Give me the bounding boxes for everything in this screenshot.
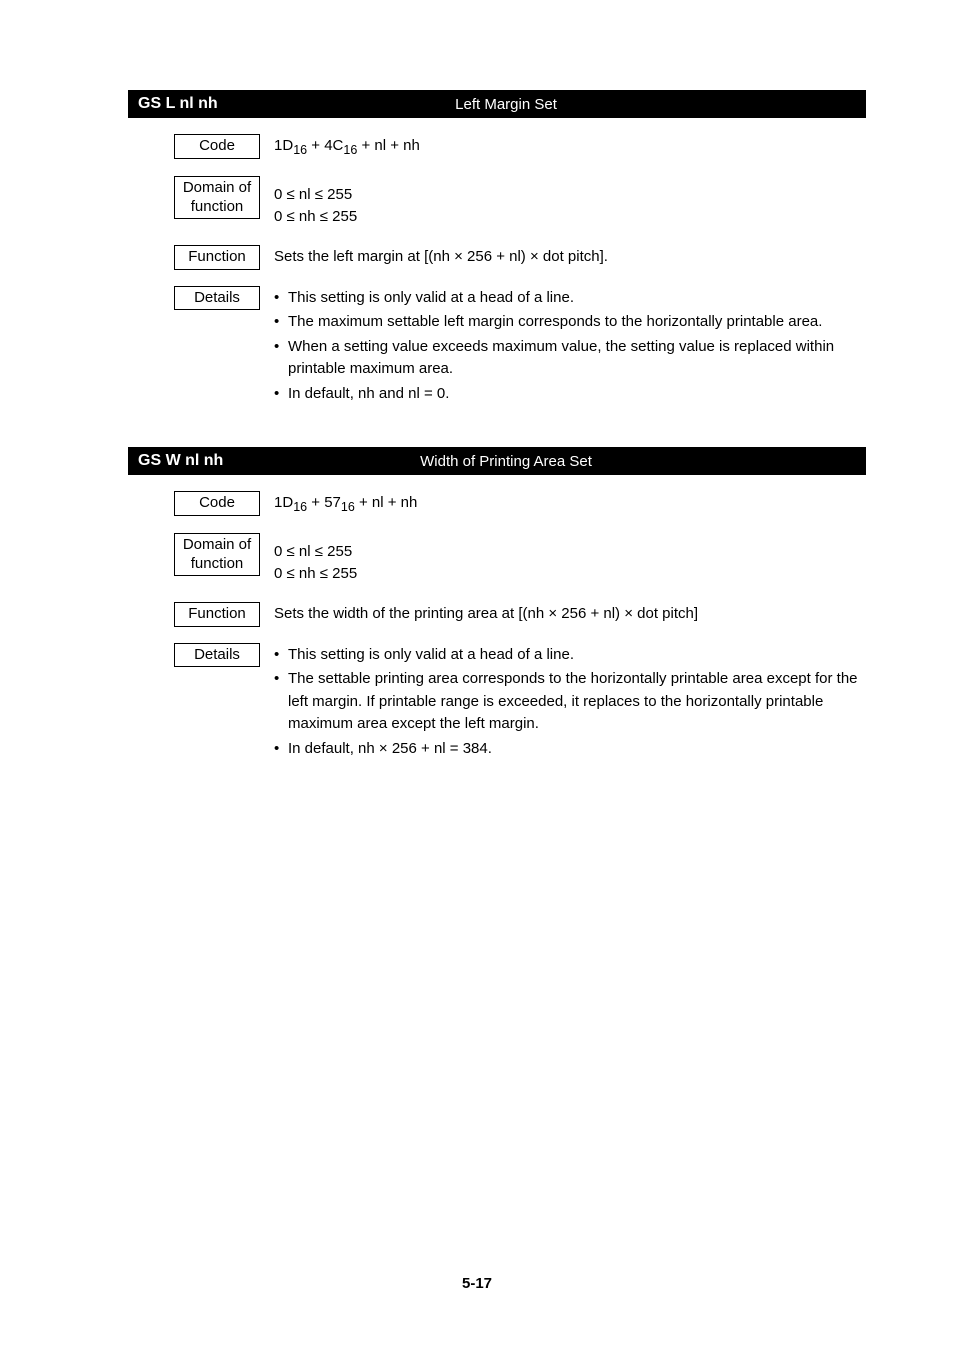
domain-line1-2: 0 ≤ nl ≤ 255 [274,543,352,560]
domain-row-2: Domain of function 0 ≤ nl ≤ 255 0 ≤ nh ≤… [174,533,866,586]
details-list-1: This setting is only valid at a head of … [274,287,866,406]
cmd-name-1: GS L nl nh [138,95,276,113]
details-row-1: Details This setting is only valid at a … [174,286,866,408]
code-value-2: 1D16 + 5716 + nl + nh [260,491,417,517]
list-item: This setting is only valid at a head of … [274,644,866,667]
function-row-1: Function Sets the left margin at [(nh × … [174,245,866,270]
details-list-2: This setting is only valid at a head of … [274,644,866,761]
domain-label-line1-2: Domain of [183,536,251,553]
details-content-1: This setting is only valid at a head of … [260,286,866,408]
domain-label-2: Domain of function [174,533,260,577]
function-label-2: Function [174,602,260,627]
command-header-2: GS W nl nh Width of Printing Area Set [128,447,866,475]
code-value-1: 1D16 + 4C16 + nl + nh [260,134,420,160]
details-label-1: Details [174,286,260,311]
list-item: In default, nh × 256 + nl = 384. [274,738,866,761]
domain-label-line2-1: function [191,198,244,215]
cmd-name-2: GS W nl nh [138,452,276,470]
list-item: When a setting value exceeds maximum val… [274,336,866,381]
command-header-1: GS L nl nh Left Margin Set [128,90,866,118]
function-text-1: Sets the left margin at [(nh × 256 + nl)… [260,245,608,269]
code-label-2: Code [174,491,260,516]
list-item: This setting is only valid at a head of … [274,287,866,310]
function-label-1: Function [174,245,260,270]
domain-row-1: Domain of function 0 ≤ nl ≤ 255 0 ≤ nh ≤… [174,176,866,229]
domain-label-1: Domain of function [174,176,260,220]
domain-label-line2-2: function [191,555,244,572]
details-content-2: This setting is only valid at a head of … [260,643,866,763]
domain-line2-2: 0 ≤ nh ≤ 255 [274,565,357,582]
list-item: The settable printing area corresponds t… [274,668,866,736]
domain-content-1: 0 ≤ nl ≤ 255 0 ≤ nh ≤ 255 [260,176,357,229]
details-label-2: Details [174,643,260,668]
list-item: The maximum settable left margin corresp… [274,311,866,334]
code-row-2: Code 1D16 + 5716 + nl + nh [174,491,866,517]
code-row-1: Code 1D16 + 4C16 + nl + nh [174,134,866,160]
function-row-2: Function Sets the width of the printing … [174,602,866,627]
code-label-1: Code [174,134,260,159]
domain-label-line1-1: Domain of [183,179,251,196]
list-item: In default, nh and nl = 0. [274,383,866,406]
details-row-2: Details This setting is only valid at a … [174,643,866,763]
domain-line1-1: 0 ≤ nl ≤ 255 [274,186,352,203]
page-number: 5-17 [0,1275,954,1292]
function-text-2: Sets the width of the printing area at [… [260,602,698,626]
cmd-title-2: Width of Printing Area Set [276,453,856,470]
cmd-title-1: Left Margin Set [276,96,856,113]
domain-line2-1: 0 ≤ nh ≤ 255 [274,208,357,225]
domain-content-2: 0 ≤ nl ≤ 255 0 ≤ nh ≤ 255 [260,533,357,586]
